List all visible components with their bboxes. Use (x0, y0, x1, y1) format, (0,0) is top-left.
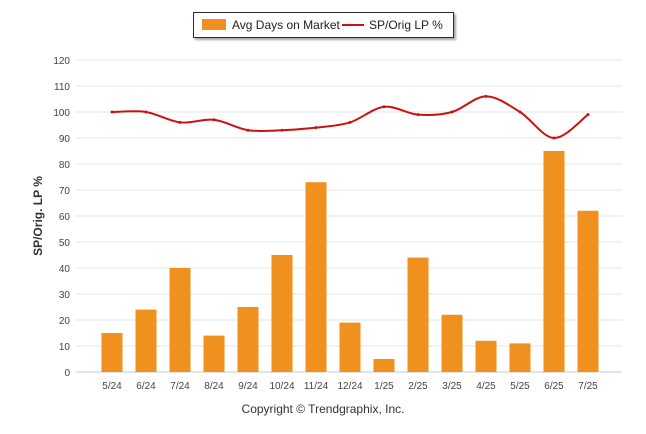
bar-8-24 (203, 335, 225, 372)
line-point-4-25 (484, 94, 488, 98)
y-tick-label: 50 (59, 238, 71, 249)
chart-legend: Avg Days on Market SP/Orig LP % (193, 12, 454, 38)
line-point-12-24 (348, 120, 352, 124)
bar-1-25 (373, 359, 395, 372)
legend-bar-swatch (202, 19, 226, 30)
line-point-6-25 (552, 136, 556, 140)
bar-10-24 (271, 255, 293, 372)
x-tick-label: 11/24 (304, 381, 329, 392)
bar-9-24 (237, 307, 259, 372)
y-tick-label: 70 (59, 186, 71, 197)
y-tick-label: 10 (59, 342, 71, 353)
bar-5-25 (509, 343, 531, 372)
bar-11-24 (305, 182, 327, 372)
y-axis-title: SP/Orig. LP % (30, 176, 45, 256)
bar-6-25 (543, 151, 565, 372)
y-tick-label: 120 (53, 56, 70, 67)
bar-2-25 (407, 257, 429, 372)
x-tick-label: 5/24 (102, 381, 122, 392)
line-point-5-24 (110, 110, 114, 114)
copyright-footer: Copyright © Trendgraphix, Inc. (241, 402, 405, 416)
bar-4-25 (475, 340, 497, 372)
bar-6-24 (135, 309, 157, 372)
line-point-7-24 (178, 120, 182, 124)
line-point-11-24 (314, 126, 318, 130)
line-point-3-25 (450, 110, 454, 114)
x-tick-label: 9/24 (238, 381, 258, 392)
x-tick-label: 6/25 (544, 381, 564, 392)
line-point-9-24 (246, 128, 250, 132)
line-point-5-25 (518, 110, 522, 114)
x-tick-label: 2/25 (408, 381, 428, 392)
x-tick-label: 8/24 (204, 381, 224, 392)
y-tick-label: 0 (64, 368, 70, 379)
y-tick-label: 60 (59, 212, 71, 223)
y-tick-label: 40 (59, 264, 71, 275)
x-tick-label: 6/24 (136, 381, 156, 392)
line-point-8-24 (212, 118, 216, 122)
legend-line-swatch (342, 24, 364, 26)
x-tick-label: 1/25 (374, 381, 394, 392)
y-tick-label: 20 (59, 316, 71, 327)
line-point-2-25 (416, 113, 420, 117)
line-point-10-24 (280, 128, 284, 132)
x-tick-label: 7/24 (170, 381, 190, 392)
line-point-1-25 (382, 105, 386, 109)
x-tick-label: 7/25 (578, 381, 598, 392)
line-point-7-25 (586, 113, 590, 117)
y-tick-label: 80 (59, 160, 71, 171)
x-tick-label: 3/25 (442, 381, 462, 392)
bar-3-25 (441, 314, 463, 372)
x-tick-label: 5/25 (510, 381, 530, 392)
bar-7-24 (169, 268, 191, 372)
x-tick-label: 4/25 (476, 381, 496, 392)
y-tick-label: 110 (54, 82, 70, 93)
line-point-6-24 (144, 110, 148, 114)
y-tick-label: 90 (59, 134, 71, 145)
y-tick-label: 30 (59, 290, 71, 301)
bar-5-24 (101, 333, 123, 372)
bar-7-25 (577, 210, 599, 372)
x-tick-label: 12/24 (337, 381, 362, 392)
bar-12-24 (339, 322, 361, 372)
y-tick-label: 100 (53, 108, 70, 119)
sp-orig-lp-line (111, 95, 589, 140)
legend-bar-label: Avg Days on Market (232, 18, 340, 32)
legend-line-label: SP/Orig LP % (369, 18, 443, 32)
x-tick-label: 10/24 (269, 381, 294, 392)
